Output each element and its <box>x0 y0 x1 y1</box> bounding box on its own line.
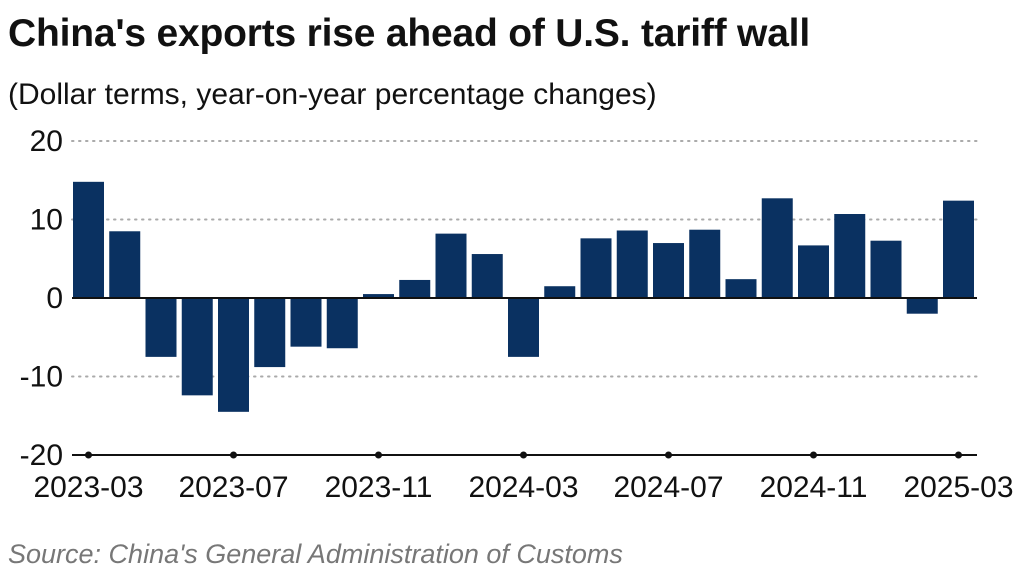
bar-2023-09 <box>290 298 322 347</box>
x-tick-mark <box>375 451 382 459</box>
chart-subtitle: (Dollar terms, year-on-year percentage c… <box>8 78 657 111</box>
bar-2024-02 <box>471 254 503 298</box>
x-tick-label: 2023-07 <box>178 471 288 504</box>
bar-2023-04 <box>109 231 141 298</box>
x-tick-label: 2024-07 <box>613 471 723 504</box>
axes <box>72 297 977 459</box>
bar-2023-07 <box>218 298 249 412</box>
y-tick-label: -10 <box>20 361 63 394</box>
bar-2024-01 <box>435 233 467 298</box>
bar-2024-06 <box>616 230 648 298</box>
x-tick-label: 2024-11 <box>760 471 868 504</box>
bar-2025-02 <box>906 298 938 314</box>
bar-2024-09 <box>725 279 757 298</box>
bar-2023-11 <box>363 294 394 298</box>
x-tick-mark <box>520 451 527 459</box>
x-tick-mark <box>955 451 962 459</box>
bar-2024-05 <box>580 238 612 298</box>
bar-2024-04 <box>544 286 576 298</box>
source-note: Source: China's General Administration o… <box>8 539 623 569</box>
x-tick-mark <box>810 451 817 459</box>
bar-2024-11 <box>798 245 829 298</box>
bar-2024-03 <box>508 298 539 357</box>
bar-2023-03 <box>73 181 104 298</box>
chart-title: China's exports rise ahead of U.S. tarif… <box>8 12 810 55</box>
bar-2023-06 <box>181 298 213 396</box>
bar-2023-08 <box>254 298 286 368</box>
x-tick-label: 2025-03 <box>903 471 1013 504</box>
bar-2023-12 <box>399 279 431 298</box>
y-tick-label: -20 <box>20 439 63 472</box>
x-tick-mark <box>665 451 672 459</box>
x-tick-label: 2023-11 <box>325 471 433 504</box>
x-tick-mark <box>230 451 237 459</box>
x-tick-mark <box>85 451 92 459</box>
bar-2023-10 <box>326 298 358 349</box>
bar-2024-08 <box>689 229 721 298</box>
y-tick-label: 20 <box>30 125 63 158</box>
bars <box>73 181 974 412</box>
y-tick-label: 0 <box>46 282 63 315</box>
bar-2024-07 <box>653 243 684 298</box>
bar-2025-03 <box>943 200 974 298</box>
bar-2025-01 <box>870 240 902 298</box>
bar-2024-12 <box>834 214 866 298</box>
bar-2024-10 <box>761 198 793 298</box>
bar-2023-05 <box>145 298 177 357</box>
x-tick-label: 2023-03 <box>33 471 143 504</box>
x-tick-label: 2024-03 <box>468 471 578 504</box>
y-tick-label: 10 <box>30 204 63 237</box>
